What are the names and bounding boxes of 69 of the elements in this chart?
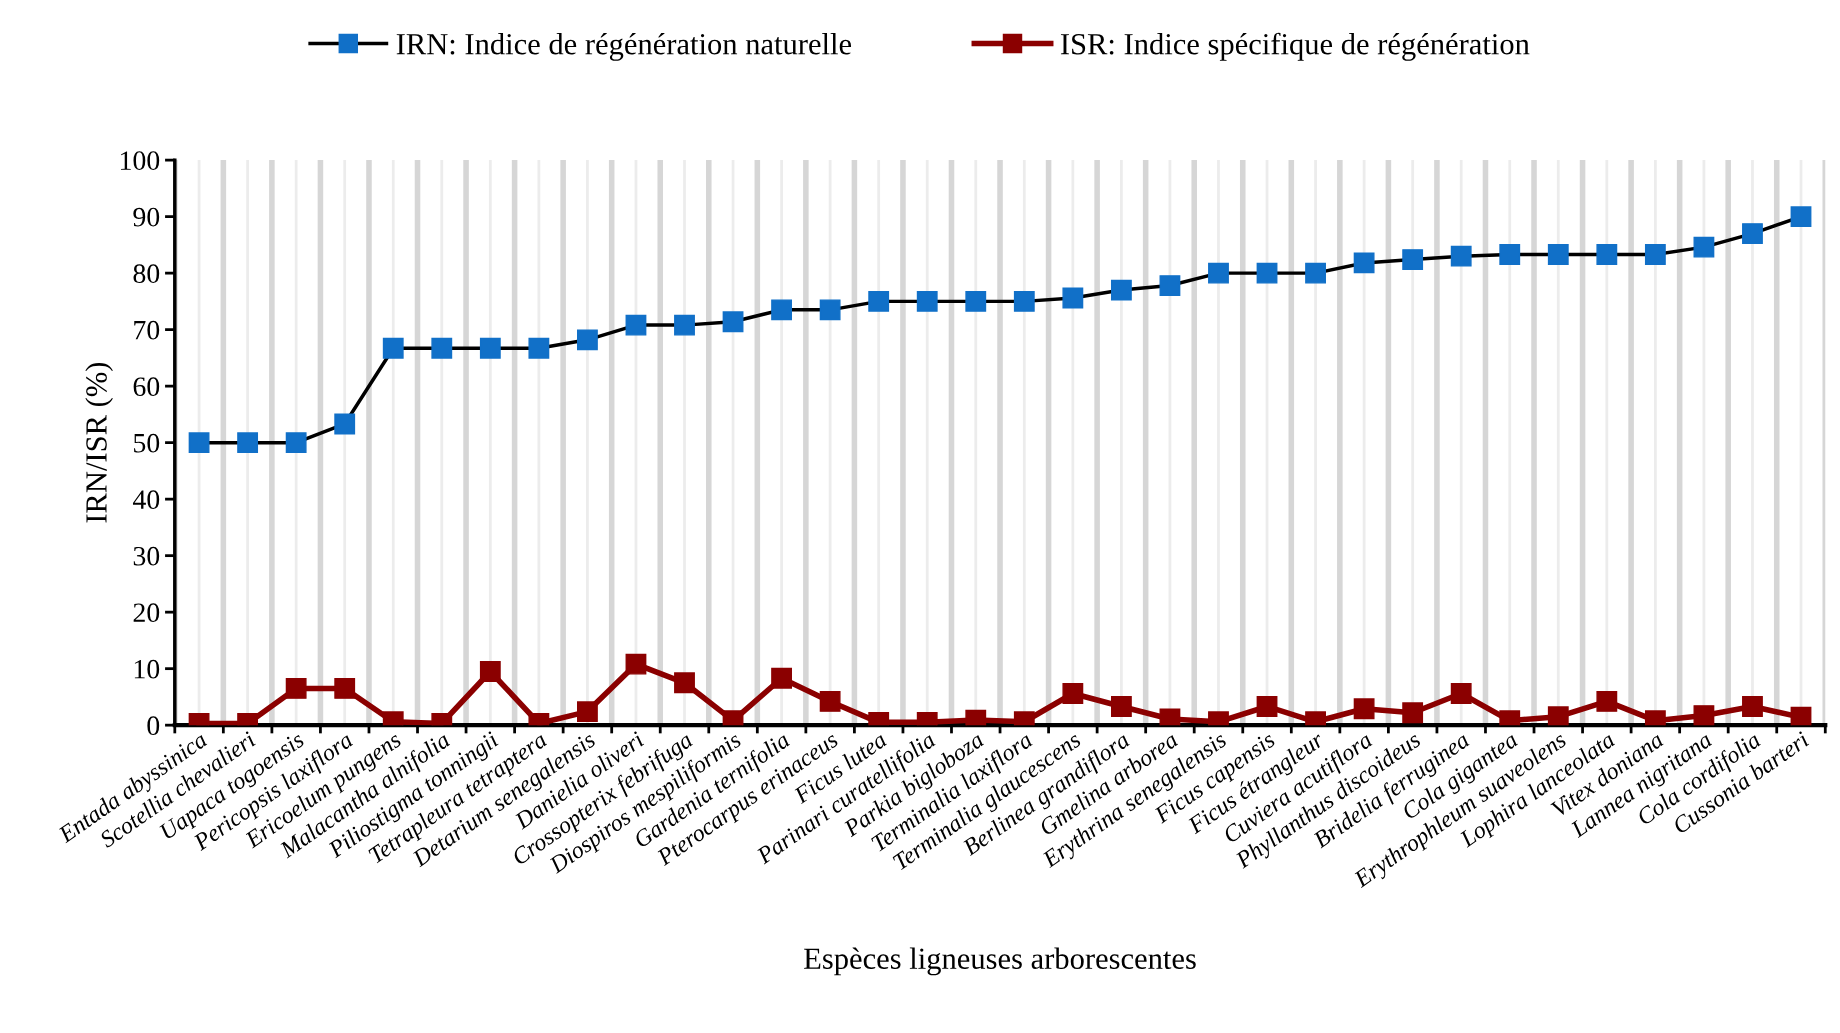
- point: [625, 314, 647, 336]
- y-tick-label: 60: [133, 377, 160, 397]
- y-tick-label: 10: [134, 659, 160, 679]
- point: [382, 337, 404, 359]
- point: [1110, 696, 1132, 717]
- y-tick-label: 20: [133, 603, 160, 623]
- point: [1790, 706, 1812, 726]
- point: [1256, 262, 1278, 284]
- point: [965, 290, 987, 312]
- point: [1596, 691, 1618, 712]
- point: [1742, 696, 1763, 717]
- y-tick-label: 70: [134, 320, 160, 340]
- point: [722, 311, 744, 333]
- point: [188, 432, 210, 454]
- point: [868, 290, 890, 312]
- point: [1062, 287, 1084, 309]
- y-tick-label: 50: [134, 433, 160, 453]
- point: [674, 672, 695, 694]
- point: [1693, 236, 1715, 258]
- point: [625, 653, 647, 675]
- point: [1353, 698, 1375, 720]
- point: [1159, 708, 1181, 726]
- point: [1402, 702, 1424, 724]
- point: [479, 661, 501, 682]
- point: [819, 299, 841, 321]
- y-tick-label: 80: [133, 264, 160, 284]
- y-tick-label: 100: [120, 151, 160, 171]
- point: [577, 701, 598, 723]
- y-tick-label: 0: [147, 716, 160, 736]
- point: [1547, 244, 1569, 265]
- point: [334, 413, 356, 435]
- point: [916, 290, 938, 312]
- point: [1499, 244, 1521, 265]
- y-tick-label: 40: [132, 490, 160, 510]
- point: [771, 667, 793, 689]
- point: [1353, 252, 1375, 274]
- y-tick-label: 30: [133, 546, 160, 566]
- point: [431, 337, 453, 359]
- point: [285, 432, 307, 454]
- point: [1450, 683, 1472, 704]
- point: [577, 329, 598, 351]
- point: [1110, 279, 1132, 301]
- point: [1256, 696, 1278, 717]
- x-axis-title: Espèces ligneuses arborescentes: [804, 947, 1196, 976]
- y-tick-label: 90: [133, 207, 160, 227]
- point: [1013, 290, 1035, 312]
- point: [1208, 262, 1229, 284]
- point: [1450, 245, 1472, 267]
- point: [285, 678, 307, 699]
- legend-label: IRN: Indice de régénération naturelle: [396, 32, 852, 61]
- point: [334, 678, 356, 699]
- point: [1305, 262, 1326, 284]
- point: [1596, 244, 1618, 265]
- point: [819, 691, 841, 712]
- point: [237, 432, 259, 454]
- point: [1402, 249, 1424, 270]
- point: [1644, 244, 1666, 265]
- point: [479, 337, 501, 359]
- point: [1790, 206, 1812, 228]
- point: [771, 299, 793, 321]
- point: [1693, 705, 1715, 726]
- point: [1159, 275, 1181, 296]
- point: [674, 314, 695, 336]
- legend-label: ISR: Indice spécifique de régénération: [1060, 32, 1530, 61]
- point: [1742, 223, 1763, 244]
- point: [1062, 683, 1084, 704]
- point: [528, 337, 550, 359]
- y-axis-title: IRN/ISR (%): [85, 362, 113, 523]
- point: [1547, 706, 1569, 726]
